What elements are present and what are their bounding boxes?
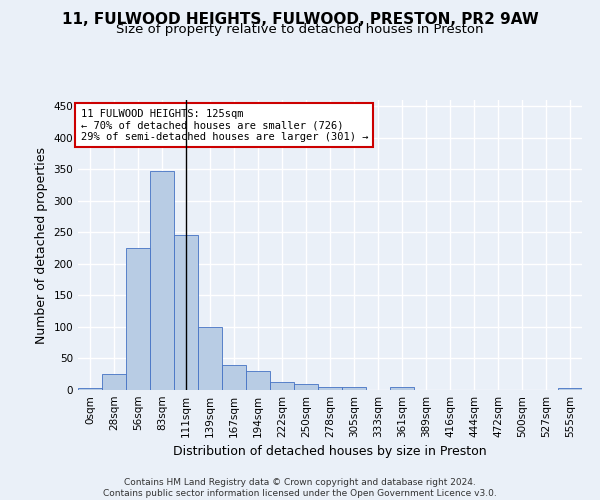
Bar (318, 387, 342, 390)
Bar (198, 327, 222, 390)
Text: Contains HM Land Registry data © Crown copyright and database right 2024.
Contai: Contains HM Land Registry data © Crown c… (103, 478, 497, 498)
Text: 11 FULWOOD HEIGHTS: 125sqm
← 70% of detached houses are smaller (726)
29% of sem: 11 FULWOOD HEIGHTS: 125sqm ← 70% of deta… (80, 108, 368, 142)
Bar (78, 388, 102, 390)
Y-axis label: Number of detached properties: Number of detached properties (35, 146, 48, 344)
Bar (102, 374, 126, 390)
Bar (150, 171, 174, 390)
Bar (558, 388, 582, 390)
Bar (222, 365, 246, 390)
Text: 11, FULWOOD HEIGHTS, FULWOOD, PRESTON, PR2 9AW: 11, FULWOOD HEIGHTS, FULWOOD, PRESTON, P… (62, 12, 538, 28)
Bar (174, 235, 198, 390)
Bar (246, 371, 270, 390)
Bar (342, 387, 366, 390)
Text: Size of property relative to detached houses in Preston: Size of property relative to detached ho… (116, 22, 484, 36)
Bar (270, 382, 294, 390)
Bar (126, 248, 150, 390)
X-axis label: Distribution of detached houses by size in Preston: Distribution of detached houses by size … (173, 446, 487, 458)
Bar (390, 388, 414, 390)
Bar (294, 384, 318, 390)
